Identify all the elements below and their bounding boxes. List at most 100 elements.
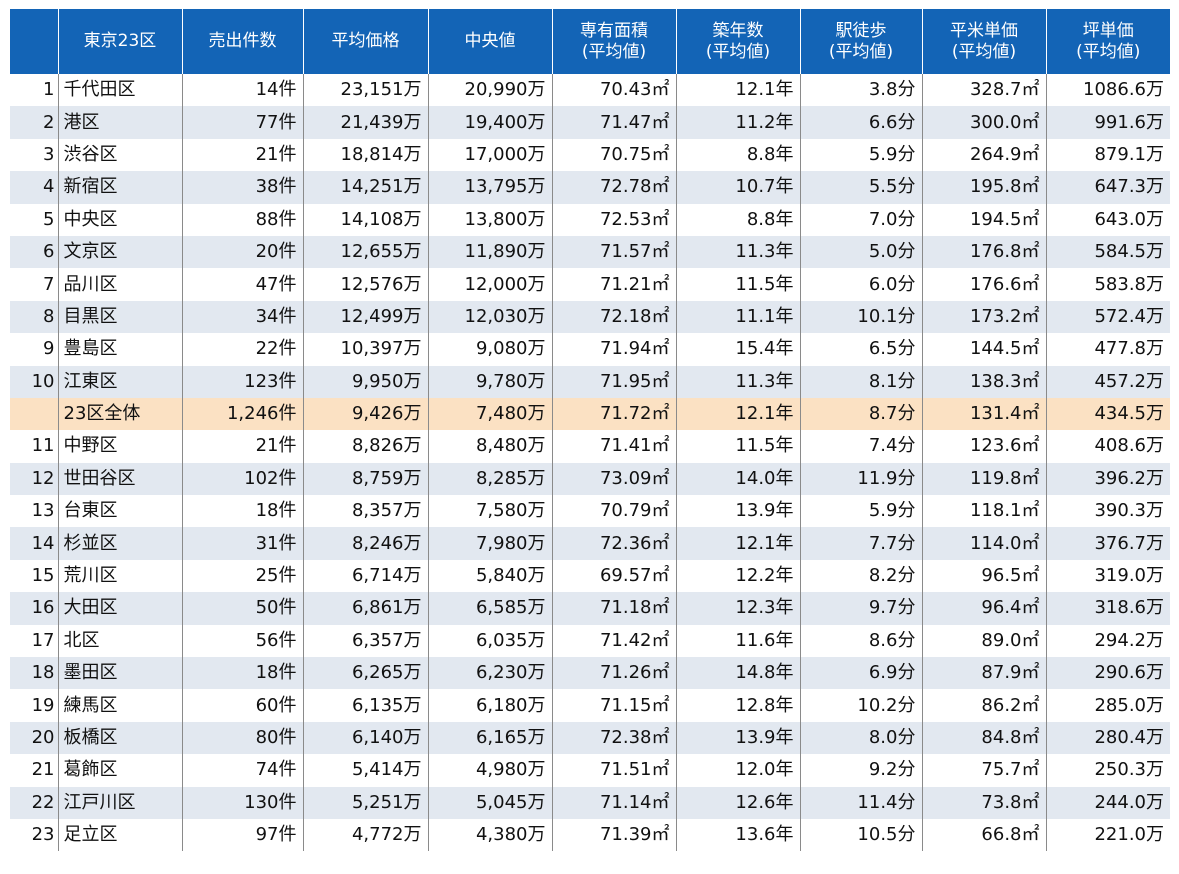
cell-median: 8,480万 xyxy=(427,430,552,463)
cell-ward: 大田区 xyxy=(57,592,182,625)
cell-count: 130件 xyxy=(181,786,303,819)
cell-area: 71.51㎡ xyxy=(551,754,676,787)
cell-age: 12.1年 xyxy=(675,74,800,107)
cell-count: 18件 xyxy=(181,495,303,528)
cell-tsubo-price: 584.5万 xyxy=(1045,235,1170,269)
cell-rank: 13 xyxy=(31,500,55,522)
cell-age: 11.5年 xyxy=(675,430,800,463)
cell-walk: 11.9分 xyxy=(799,462,922,496)
cell-ward: 墨田区 xyxy=(57,657,182,690)
cell-area: 72.18㎡ xyxy=(551,300,676,334)
cell-avg-price: 8,826万 xyxy=(302,430,428,463)
cell-rank: 23 xyxy=(31,824,55,846)
cell-median: 11,890万 xyxy=(427,235,552,269)
cell-median: 20,990万 xyxy=(427,74,552,107)
cell-median: 12,030万 xyxy=(427,300,552,334)
cell-rank: 11 xyxy=(31,435,55,457)
cell-age: 12.0年 xyxy=(675,754,800,787)
table-row-total: 23区全体 1,246件 9,426万 7,480万 71.72㎡ 12.1年 8.7分 13… xyxy=(10,397,1170,431)
cell-rank: 21 xyxy=(31,759,55,781)
cell-age: 13.9年 xyxy=(675,721,800,755)
cell-sqm-price: 119.8㎡ xyxy=(921,462,1046,496)
cell-avg-price: 14,251万 xyxy=(302,171,428,204)
cell-area: 72.78㎡ xyxy=(551,171,676,204)
header-avg-price: 平均価格 xyxy=(302,9,428,74)
table-row: 17 北区 56件 6,357万 6,035万 71.42㎡ 11.6年 8.6分 89.0㎡ 2… xyxy=(10,624,1170,658)
cell-count: 88件 xyxy=(181,203,303,236)
header-sqm-price: 平米単価 (平均値) xyxy=(921,9,1046,74)
cell-age: 14.0年 xyxy=(675,462,800,496)
cell-avg-price: 6,861万 xyxy=(302,592,428,625)
cell-count: 123件 xyxy=(181,365,303,398)
cell-sqm-price: 173.2㎡ xyxy=(921,300,1046,334)
cell-count: 38件 xyxy=(181,171,303,204)
cell-sqm-price: 194.5㎡ xyxy=(921,203,1046,236)
table-row: 22 江戸川区 130件 5,251万 5,045万 71.14㎡ 12.6年 11.4分 73… xyxy=(10,786,1170,819)
cell-count: 25件 xyxy=(181,559,303,593)
cell-area: 71.14㎡ xyxy=(551,786,676,819)
cell-sqm-price: 144.5㎡ xyxy=(921,333,1046,366)
cell-sqm-price: 300.0㎡ xyxy=(921,106,1046,139)
cell-sqm-price: 73.8㎡ xyxy=(921,786,1046,819)
cell-count: 22件 xyxy=(181,333,303,366)
cell-avg-price: 6,357万 xyxy=(302,624,428,658)
cell-rank: 10 xyxy=(10,365,58,398)
cell-sqm-price: 138.3㎡ xyxy=(921,365,1046,398)
table-row: 1 千代田区 14件 23,151万 20,990万 70.43㎡ 12.1年 3.8分 328… xyxy=(10,74,1170,107)
cell-tsubo-price: 396.2万 xyxy=(1045,462,1170,496)
cell-age: 11.6年 xyxy=(675,624,800,658)
cell-age: 12.1年 xyxy=(675,527,800,560)
cell-walk: 7.4分 xyxy=(799,430,922,463)
cell-walk: 8.2分 xyxy=(799,559,922,593)
cell-walk: 11.4分 xyxy=(799,786,922,819)
cell-age: 12.2年 xyxy=(675,559,800,593)
cell-ward: 葛飾区 xyxy=(57,754,182,787)
cell-ward: 文京区 xyxy=(57,235,182,269)
cell-area: 71.26㎡ xyxy=(551,657,676,690)
cell-age: 8.8年 xyxy=(675,138,800,172)
cell-age: 11.5年 xyxy=(675,268,800,301)
cell-tsubo-price: 294.2万 xyxy=(1045,624,1170,658)
cell-sqm-price: 176.8㎡ xyxy=(921,235,1046,269)
ward-price-table: 東京23区 売出件数 平均価格 中央値 専有面積 (平均値) 築年数 (平均値) 駅… xyxy=(10,9,1170,852)
table-row: 11 中野区 21件 8,826万 8,480万 71.41㎡ 11.5年 7.4分 123.6… xyxy=(10,430,1170,463)
cell-sqm-price: 87.9㎡ xyxy=(921,657,1046,690)
cell-ward: 中央区 xyxy=(57,203,182,236)
cell-median: 7,980万 xyxy=(427,527,552,560)
cell-ward: 杉並区 xyxy=(57,527,182,560)
cell-tsubo-price: 477.8万 xyxy=(1045,333,1170,366)
cell-count: 18件 xyxy=(181,657,303,690)
cell-rank: 8 xyxy=(10,300,58,334)
table-row: 8 目黒区 34件 12,499万 12,030万 72.18㎡ 11.1年 10.1分 173… xyxy=(10,300,1170,334)
header-count: 売出件数 xyxy=(181,9,303,74)
cell-tsubo-price: 879.1万 xyxy=(1045,138,1170,172)
cell-median: 6,165万 xyxy=(427,721,552,755)
table-row: 12 世田谷区 102件 8,759万 8,285万 73.09㎡ 14.0年 11.9分 11… xyxy=(10,462,1170,496)
cell-sqm-price: 89.0㎡ xyxy=(921,624,1046,658)
cell-count: 21件 xyxy=(181,138,303,172)
cell-walk: 10.1分 xyxy=(799,300,922,334)
header-walk: 駅徒歩 (平均値) xyxy=(799,9,922,74)
cell-area: 69.57㎡ xyxy=(551,559,676,593)
header-row: 東京23区 売出件数 平均価格 中央値 専有面積 (平均値) 築年数 (平均値) 駅… xyxy=(10,9,1170,74)
cell-count: 34件 xyxy=(181,300,303,334)
cell-age: 10.7年 xyxy=(675,171,800,204)
cell-sqm-price: 195.8㎡ xyxy=(921,171,1046,204)
cell-median: 13,795万 xyxy=(427,171,552,204)
cell-walk: 5.5分 xyxy=(799,171,922,204)
cell-median: 5,045万 xyxy=(427,786,552,819)
cell-walk: 8.7分 xyxy=(799,397,922,431)
table-row: 9 豊島区 22件 10,397万 9,080万 71.94㎡ 15.4年 6.5分 144.5… xyxy=(10,333,1170,366)
cell-ward: 港区 xyxy=(57,106,182,139)
cell-ward: 練馬区 xyxy=(57,689,182,722)
cell-tsubo-price: 290.6万 xyxy=(1045,657,1170,690)
table-row: 21 葛飾区 74件 5,414万 4,980万 71.51㎡ 12.0年 9.2分 75.7㎡… xyxy=(10,754,1170,787)
cell-tsubo-price: 1086.6万 xyxy=(1045,74,1170,107)
cell-count: 77件 xyxy=(181,106,303,139)
cell-walk: 6.0分 xyxy=(799,268,922,301)
cell-walk: 7.7分 xyxy=(799,527,922,560)
cell-walk: 8.1分 xyxy=(799,365,922,398)
cell-rank: 19 xyxy=(31,694,55,716)
cell-ward: 千代田区 xyxy=(57,74,182,107)
cell-age: 11.1年 xyxy=(675,300,800,334)
